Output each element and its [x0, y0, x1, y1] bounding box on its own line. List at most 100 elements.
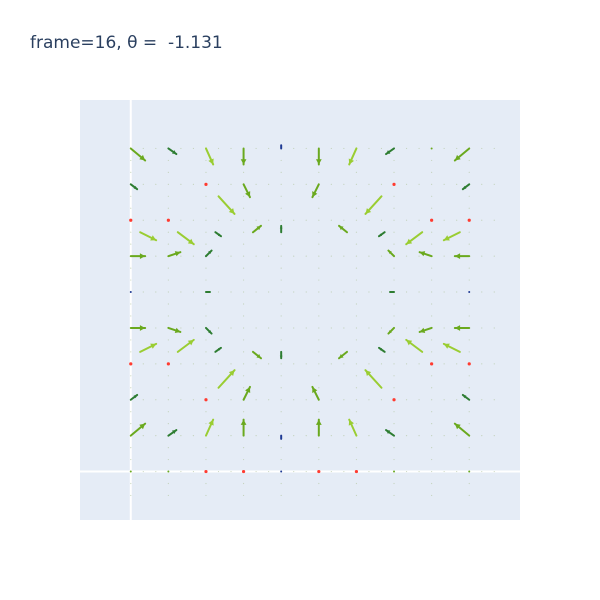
faint-dot	[130, 387, 132, 389]
faint-dot	[418, 399, 420, 401]
vector-arrow	[418, 251, 433, 258]
faint-dot	[205, 375, 207, 377]
faint-dot	[418, 435, 420, 437]
faint-dot	[368, 363, 370, 365]
faint-dot	[431, 171, 433, 173]
faint-dot	[393, 159, 395, 162]
arrow-head	[348, 419, 355, 426]
faint-dot	[431, 159, 433, 162]
faint-dot	[268, 435, 270, 437]
faint-dot	[180, 147, 182, 150]
faint-dot	[130, 423, 132, 425]
faint-dot	[418, 255, 420, 257]
faint-dot	[192, 147, 195, 150]
vector-arrow	[242, 183, 251, 199]
faint-dot	[355, 339, 358, 341]
faint-dot	[318, 327, 320, 329]
faint-dot	[456, 147, 458, 150]
faint-dot	[393, 219, 395, 221]
faint-dot	[217, 255, 220, 257]
faint-dot	[443, 183, 445, 185]
faint-dot	[155, 363, 157, 365]
faint-dot	[368, 327, 370, 329]
faint-dot	[280, 458, 282, 461]
vector-arrow	[129, 393, 139, 401]
faint-dot	[355, 423, 358, 425]
faint-dot	[167, 339, 169, 341]
arrow-head	[174, 251, 181, 257]
faint-dot	[393, 207, 395, 209]
vector-arrow	[442, 231, 461, 242]
faint-dot	[481, 219, 483, 221]
faint-dot	[443, 327, 445, 329]
arrow-head	[187, 238, 194, 245]
faint-dot	[468, 375, 470, 377]
faint-dot	[130, 303, 132, 305]
faint-dot	[280, 183, 282, 185]
arrow-head	[208, 250, 212, 254]
faint-dot	[242, 363, 245, 365]
faint-dot	[468, 482, 470, 485]
vector-arrow	[453, 147, 471, 162]
faint-dot	[130, 231, 132, 233]
faint-dot	[405, 255, 408, 257]
faint-dot	[468, 458, 470, 461]
faint-dot	[393, 363, 395, 365]
faint-dot	[343, 291, 345, 293]
faint-dot	[443, 219, 445, 221]
faint-dot	[456, 435, 458, 437]
vector-arrow	[204, 249, 213, 258]
arrow-head	[172, 150, 177, 155]
arrow-head	[386, 430, 391, 434]
faint-dot	[481, 183, 483, 185]
faint-dot	[343, 183, 345, 185]
faint-dot	[280, 315, 282, 317]
grid-point	[430, 147, 433, 150]
arrow-head	[365, 208, 372, 214]
faint-dot	[355, 482, 358, 485]
faint-dot	[305, 219, 307, 221]
faint-dot	[268, 470, 270, 473]
arrow-head	[217, 233, 221, 237]
faint-dot	[368, 219, 370, 221]
arrow-head	[312, 191, 318, 198]
faint-dot	[318, 231, 320, 233]
faint-dot	[255, 147, 257, 150]
faint-dot	[280, 423, 282, 425]
arrow-head	[228, 208, 235, 214]
vector-arrow	[242, 385, 251, 401]
vector-arrow	[385, 147, 396, 156]
faint-dot	[130, 458, 132, 461]
faint-dot	[255, 255, 257, 257]
faint-dot	[130, 375, 132, 377]
vector-arrow	[387, 326, 396, 335]
vector-arrow	[167, 429, 178, 437]
vector-arrow	[315, 147, 322, 166]
faint-dot	[305, 363, 307, 365]
faint-dot	[355, 231, 358, 233]
faint-dot	[205, 423, 207, 425]
faint-dot	[130, 279, 132, 281]
faint-dot	[355, 183, 358, 185]
faint-dot	[493, 147, 495, 150]
red-point	[241, 469, 246, 474]
faint-dot	[318, 351, 320, 353]
faint-dot	[330, 219, 332, 221]
faint-dot	[142, 183, 144, 185]
faint-dot	[305, 435, 307, 437]
faint-dot	[318, 411, 320, 413]
vector-arrow	[453, 253, 471, 260]
faint-dot	[167, 375, 169, 377]
vector-arrow	[280, 434, 283, 440]
faint-dot	[431, 494, 433, 497]
faint-dot	[255, 291, 257, 293]
faint-dot	[431, 243, 433, 245]
faint-dot	[481, 399, 483, 401]
faint-dot	[255, 435, 257, 437]
faint-dot	[192, 219, 195, 221]
faint-dot	[293, 327, 295, 329]
faint-dot	[205, 195, 207, 197]
faint-dot	[280, 303, 282, 305]
faint-dot	[456, 183, 458, 185]
